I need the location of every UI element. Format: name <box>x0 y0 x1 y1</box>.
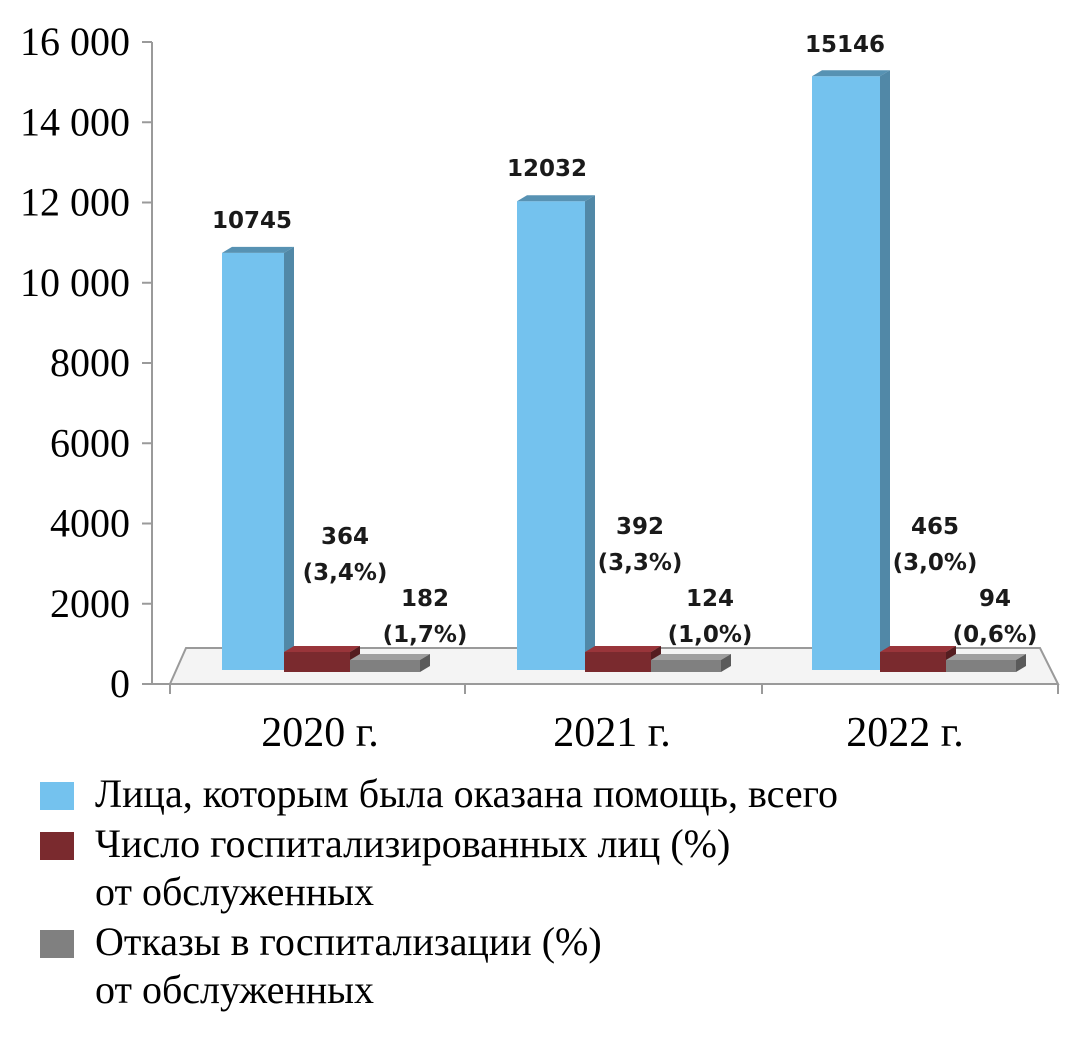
legend-item-total: Лица, которым была оказана помощь, всего <box>40 770 1060 818</box>
y-tick-label: 6000 <box>50 420 130 465</box>
data-labels: 10745 364 (3,4%) 182 (1,7%) 12032 392 (3,3%)124… <box>212 32 1037 648</box>
data-label-total: 10745 <box>212 208 292 234</box>
data-label-hospitalized: (3,4%) <box>303 560 388 586</box>
data-label-hospitalized: (3,0%) <box>893 550 978 576</box>
bar-top <box>350 654 430 660</box>
bar-top <box>880 646 956 652</box>
bar-top <box>946 654 1026 660</box>
legend-label-hospitalized: Число госпитализированных лиц (%) <box>95 821 731 866</box>
bar-side <box>721 654 731 672</box>
y-tick-label: 10 000 <box>20 260 130 305</box>
bar-top <box>812 70 890 77</box>
x-axis: 2020 г. 2021 г. 2022 г. <box>261 710 964 756</box>
bar-front <box>517 201 585 670</box>
data-label-refusals: 124 <box>686 586 734 612</box>
bar-chart: 0 2000 4000 6000 8000 10 000 12 000 14 000 16 00… <box>20 19 1060 756</box>
legend: Лица, которым была оказана помощь, всего… <box>40 770 1060 1016</box>
bar-front <box>350 660 420 672</box>
bar-side <box>585 195 595 670</box>
bar-front <box>946 660 1016 672</box>
legend-swatch-refusals <box>40 930 74 958</box>
bar-side <box>284 246 294 670</box>
bar-top <box>517 195 595 202</box>
bar-hospitalized <box>585 646 661 672</box>
data-label-hospitalized: 392 <box>616 514 664 540</box>
data-label-refusals: (1,0%) <box>668 622 753 648</box>
data-label-total: 12032 <box>507 156 587 182</box>
data-label-refusals: 94 <box>979 586 1011 612</box>
y-axis: 0 2000 4000 6000 8000 10 000 12 000 14 000 16 00… <box>20 19 1059 706</box>
legend-swatch-total <box>40 782 74 810</box>
bar-side <box>1016 654 1026 672</box>
data-label-total: 15146 <box>805 32 885 58</box>
legend-label-hospitalized-cont: от обслуженных <box>95 869 375 914</box>
bar-front <box>585 652 651 672</box>
bar-front <box>222 252 284 670</box>
bar-total <box>812 70 890 671</box>
bar-top <box>222 246 294 253</box>
bar-side <box>880 70 890 671</box>
bar-top <box>284 646 360 652</box>
legend-label-total: Лица, которым была оказана помощь, всего <box>95 771 839 816</box>
data-label-hospitalized: 364 <box>321 524 369 550</box>
y-tick-label: 2000 <box>50 581 130 626</box>
bar-hospitalized <box>880 646 956 672</box>
legend-item-refusals: Отказы в госпитализации (%) от обслуженн… <box>40 918 1060 1014</box>
bar-top <box>585 646 661 652</box>
y-tick-label: 8000 <box>50 340 130 385</box>
bar-front <box>651 660 721 672</box>
bar-top <box>651 654 731 660</box>
bar-refusals <box>350 654 430 672</box>
bar-total <box>517 195 595 670</box>
data-label-refusals: (1,7%) <box>383 622 468 648</box>
y-tick-label: 14 000 <box>20 99 130 144</box>
x-tick-label: 2021 г. <box>553 710 671 756</box>
x-tick-label: 2022 г. <box>846 710 964 756</box>
y-tick-label: 12 000 <box>20 180 130 225</box>
bar-refusals <box>651 654 731 672</box>
bar-front <box>812 76 880 671</box>
legend-item-hospitalized: Число госпитализированных лиц (%) от обс… <box>40 820 1060 916</box>
y-tick-label: 16 000 <box>20 19 130 64</box>
bar-hospitalized <box>284 646 360 672</box>
bar-total <box>222 246 294 670</box>
bar-side <box>420 654 430 672</box>
y-tick-label: 4000 <box>50 501 130 546</box>
data-label-refusals: (0,6%) <box>953 622 1038 648</box>
legend-label-refusals-cont: от обслуженных <box>95 967 375 1012</box>
x-tick-label: 2020 г. <box>261 710 379 756</box>
bar-front <box>880 652 946 672</box>
data-label-hospitalized: (3,3%) <box>598 550 683 576</box>
data-label-hospitalized: 465 <box>911 514 959 540</box>
bars <box>222 70 1026 672</box>
bar-front <box>284 652 350 672</box>
legend-label-refusals: Отказы в госпитализации (%) <box>95 919 602 964</box>
legend-swatch-hospitalized <box>40 832 74 860</box>
y-tick-label: 0 <box>110 661 130 706</box>
bar-refusals <box>946 654 1026 672</box>
data-label-refusals: 182 <box>401 586 449 612</box>
